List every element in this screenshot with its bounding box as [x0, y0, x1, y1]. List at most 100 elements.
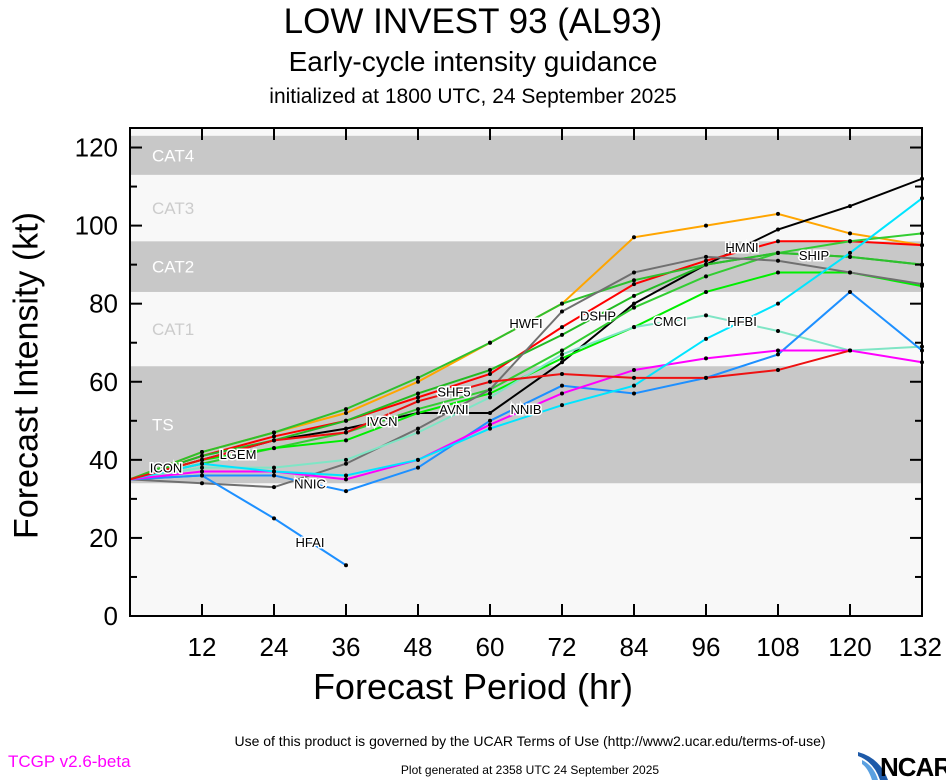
- series-label-nnic: NNIC: [294, 476, 326, 491]
- data-point: [704, 313, 708, 318]
- data-point: [560, 332, 564, 337]
- series-line: [129, 349, 923, 481]
- data-point: [488, 426, 492, 431]
- data-point: [416, 399, 420, 404]
- band-cat3: [130, 174, 922, 242]
- data-point: [488, 387, 492, 392]
- data-point: [848, 270, 852, 275]
- data-point: [488, 340, 492, 345]
- data-point: [344, 426, 348, 431]
- x-tick-label: 24: [260, 632, 289, 662]
- x-tick-label: 12: [188, 632, 217, 662]
- terms-of-use: Use of this product is governed by the U…: [234, 733, 826, 749]
- data-point: [560, 309, 564, 314]
- series-label-nnib: NNIB: [510, 402, 541, 417]
- data-point: [560, 301, 564, 306]
- chart-title: LOW INVEST 93 (AL93): [283, 2, 663, 41]
- x-tick-label: 60: [476, 632, 505, 662]
- series-label-hfbi: HFBI: [727, 314, 757, 329]
- data-point: [272, 438, 276, 443]
- x-tick-label: 108: [756, 632, 799, 662]
- y-tick-label: 0: [104, 601, 118, 631]
- chart-subtitle: Early-cycle intensity guidance: [288, 46, 658, 77]
- data-point: [200, 473, 204, 478]
- data-point: [848, 231, 852, 236]
- x-axis-label: Forecast Period (hr): [312, 666, 634, 707]
- data-point: [200, 450, 204, 455]
- data-point: [776, 301, 780, 306]
- y-tick-label: 120: [75, 133, 118, 163]
- data-point: [488, 410, 492, 415]
- x-tick-label: 132: [899, 632, 942, 662]
- data-point: [848, 250, 852, 255]
- data-point: [704, 274, 708, 279]
- data-point: [704, 289, 708, 294]
- data-point: [704, 356, 708, 361]
- data-point: [416, 457, 420, 462]
- data-point: [488, 422, 492, 427]
- y-tick-label: 40: [89, 445, 118, 475]
- data-point: [344, 438, 348, 443]
- y-tick-label: 60: [89, 367, 118, 397]
- data-point: [704, 223, 708, 228]
- data-point: [776, 348, 780, 353]
- band-cat4: [130, 135, 922, 175]
- data-point: [704, 254, 708, 259]
- data-point: [272, 473, 276, 478]
- data-point: [272, 469, 276, 474]
- data-point: [776, 258, 780, 263]
- y-axis-label: Forecast Intensity (kt): [7, 212, 46, 539]
- data-point: [704, 336, 708, 341]
- data-point: [272, 485, 276, 490]
- series-label-ship: SHIP: [799, 248, 829, 263]
- data-point: [272, 516, 276, 521]
- data-point: [416, 375, 420, 380]
- data-point: [200, 465, 204, 470]
- data-point: [632, 325, 636, 330]
- data-point: [848, 348, 852, 353]
- data-point: [344, 430, 348, 435]
- series-shf5: [129, 348, 852, 481]
- x-tick-label: 72: [548, 632, 577, 662]
- data-point: [848, 239, 852, 244]
- data-point: [848, 254, 852, 259]
- data-point: [632, 301, 636, 306]
- data-point: [776, 270, 780, 275]
- x-tick-label: 96: [692, 632, 721, 662]
- data-point: [776, 227, 780, 232]
- series-label-icon: ICON: [150, 461, 183, 476]
- data-point: [848, 204, 852, 209]
- data-point: [848, 289, 852, 294]
- init-time: initialized at 1800 UTC, 24 September 20…: [269, 85, 677, 108]
- data-point: [416, 379, 420, 384]
- data-point: [344, 461, 348, 466]
- data-point: [344, 473, 348, 478]
- data-point: [776, 352, 780, 357]
- x-tick-label: 36: [332, 632, 361, 662]
- data-point: [344, 418, 348, 423]
- data-point: [200, 461, 204, 466]
- data-point: [272, 430, 276, 435]
- data-point: [776, 250, 780, 255]
- data-point: [272, 465, 276, 470]
- data-point: [488, 418, 492, 423]
- data-point: [560, 383, 564, 388]
- y-tick-label: 80: [89, 289, 118, 319]
- series-label-lgem: LGEM: [220, 447, 257, 462]
- data-point: [632, 368, 636, 373]
- band-cat2: [130, 241, 922, 292]
- series-line: [129, 197, 923, 481]
- series-label-hwfi: HWFI: [509, 316, 542, 331]
- x-tick-label: 48: [404, 632, 433, 662]
- data-point: [560, 371, 564, 376]
- data-point: [560, 325, 564, 330]
- data-point: [560, 356, 564, 361]
- data-point: [272, 434, 276, 439]
- data-point: [488, 371, 492, 376]
- data-point: [776, 211, 780, 216]
- data-point: [416, 410, 420, 415]
- data-point: [560, 360, 564, 365]
- series-label-hmni: HMNI: [725, 240, 758, 255]
